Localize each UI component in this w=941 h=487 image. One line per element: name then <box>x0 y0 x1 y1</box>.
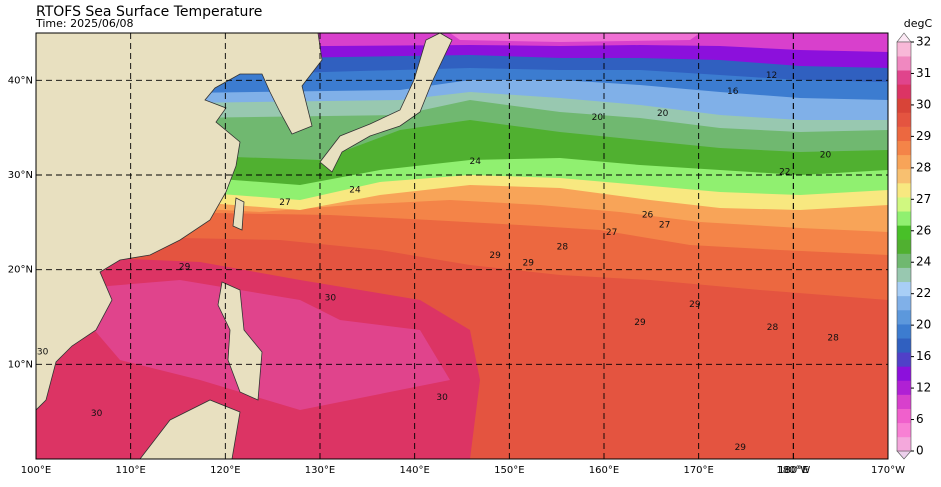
x-tick-label: 180°W <box>776 465 810 476</box>
contour-label: 16 <box>727 87 739 97</box>
colorbar-swatch <box>897 126 911 142</box>
contour-label: 24 <box>470 157 482 167</box>
colorbar-swatch <box>897 183 911 198</box>
colorbar-swatch <box>897 380 911 395</box>
contour-label: 29 <box>689 300 701 310</box>
x-tick-label: 170°W <box>871 465 905 476</box>
colorbar-tick-label: 16 <box>916 349 931 363</box>
colorbar-tick-label: 24 <box>916 255 931 269</box>
contour-labels: 29 28 29 27 26 27 24 20 20 20 22 16 12 29 29 28 28 30 30 30… <box>37 71 839 453</box>
x-tick-label: 180°E <box>778 465 808 476</box>
x-tick-label: 140°E <box>399 465 429 476</box>
colorbar-swatch <box>897 253 911 268</box>
contour-label: 20 <box>657 109 669 119</box>
contour-label: 27 <box>606 228 617 238</box>
map-frame <box>35 32 889 460</box>
x-tick-label: 110°E <box>115 465 145 476</box>
colorbar-swatch <box>897 225 911 240</box>
contour-label: 29 <box>735 443 747 453</box>
y-tick-label: 20°N <box>8 265 33 276</box>
colorbar-swatch <box>897 56 911 71</box>
contour-label: 28 <box>557 242 569 252</box>
colorbar-tick-label: 26 <box>916 223 931 237</box>
colorbar-swatch <box>897 295 911 311</box>
colorbar-swatch <box>897 154 911 170</box>
colorbar-extend-low <box>896 450 912 460</box>
contour-label: 27 <box>279 198 290 208</box>
contour-label: 30 <box>91 409 103 419</box>
colorbar-swatch <box>897 84 911 99</box>
x-tick-label: 160°E <box>589 465 619 476</box>
contour-label: 27 <box>659 221 670 231</box>
colorbar-label: degC <box>904 17 933 30</box>
colorbar-tick-label: 28 <box>916 160 931 174</box>
colorbar-swatch <box>897 366 911 381</box>
colorbar-tick-label: 12 <box>916 381 931 395</box>
sst-field <box>36 33 888 459</box>
colorbar-tick-label: 31 <box>916 66 931 80</box>
grid <box>36 33 888 459</box>
contour-label: 24 <box>349 186 361 196</box>
colorbar-swatch <box>897 98 911 113</box>
colorbar-swatch <box>897 352 911 367</box>
colorbar-swatch <box>897 422 911 438</box>
land <box>36 33 453 459</box>
y-tick-label: 40°N <box>8 75 33 86</box>
x-tick-label: 120°E <box>210 465 240 476</box>
contour-label: 22 <box>779 168 790 178</box>
contour-label: 28 <box>827 333 839 343</box>
title: RTOFS Sea Surface Temperature <box>36 4 262 20</box>
contour-label: 29 <box>634 318 646 328</box>
colorbar-swatch <box>897 324 911 339</box>
colorbar-swatch <box>897 394 911 409</box>
contour-label: 29 <box>179 262 191 272</box>
colorbar-tick-label: 6 <box>916 412 924 426</box>
colorbar-swatch <box>897 309 911 325</box>
contour-label: 30 <box>37 348 49 358</box>
colorbar-frame <box>896 41 912 452</box>
colorbar-swatch <box>897 140 911 156</box>
colorbar-swatch <box>897 112 911 127</box>
colorbar: 0 6 12 16 20 22 24 26 27 28 29 30 31 32 <box>896 32 931 460</box>
contour-label: 30 <box>325 294 337 304</box>
contour-label: 20 <box>820 151 832 161</box>
colorbar-tick-label: 20 <box>916 318 931 332</box>
colorbar-tick-label: 27 <box>916 192 931 206</box>
colorbar-swatch <box>897 239 911 254</box>
contour-label: 29 <box>523 259 535 269</box>
y-tick-label: 30°N <box>8 170 33 181</box>
colorbar-tick-label: 32 <box>916 35 931 49</box>
colorbar-tick-label: 0 <box>916 444 924 458</box>
contour-label: 29 <box>489 251 501 261</box>
contour-label: 28 <box>767 323 779 333</box>
colorbar-swatch <box>897 408 911 424</box>
x-tick-label: 130°E <box>305 465 335 476</box>
contour-label: 20 <box>592 113 604 123</box>
colorbar-swatch <box>897 70 911 85</box>
contour-label: 30 <box>436 393 448 403</box>
colorbar-swatch <box>897 338 911 353</box>
colorbar-swatch <box>897 211 911 226</box>
colorbar-swatch <box>897 267 911 283</box>
x-tick-label: 150°E <box>494 465 524 476</box>
colorbar-swatch <box>897 281 911 297</box>
contour-label: 26 <box>642 210 654 220</box>
colorbar-tick-label: 30 <box>916 97 931 111</box>
colorbar-extend-high <box>896 32 912 43</box>
colorbar-swatch <box>897 42 911 57</box>
colorbar-tick-label: 29 <box>916 129 931 143</box>
colorbar-swatch <box>897 436 911 452</box>
colorbar-swatch <box>897 168 911 184</box>
x-tick-label: 100°E <box>21 465 51 476</box>
contour-label: 12 <box>766 71 777 81</box>
subtitle: Time: 2025/06/08 <box>35 17 134 30</box>
y-tick-label: 10°N <box>8 359 33 370</box>
colorbar-swatch <box>897 197 911 212</box>
colorbar-tick-label: 22 <box>916 286 931 300</box>
x-tick-label: 170°E <box>683 465 713 476</box>
